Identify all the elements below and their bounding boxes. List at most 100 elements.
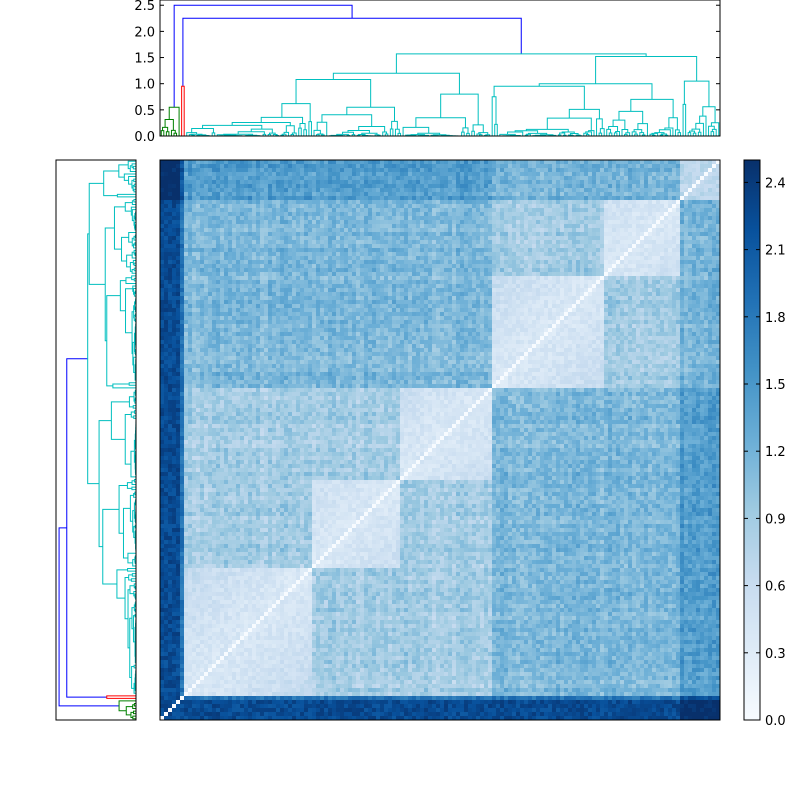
heatmap-cell	[216, 284, 221, 289]
heatmap-cell	[648, 280, 653, 285]
heatmap-cell	[668, 260, 673, 265]
heatmap-cell	[256, 280, 261, 285]
heatmap-cell	[476, 208, 481, 213]
heatmap-cell	[284, 260, 289, 265]
heatmap-cell	[232, 244, 237, 249]
heatmap-cell	[432, 180, 437, 185]
heatmap-cell	[632, 252, 637, 257]
heatmap-cell	[700, 272, 705, 277]
heatmap-cell	[204, 244, 209, 249]
heatmap-cell	[672, 212, 677, 217]
heatmap-cell	[228, 168, 233, 173]
heatmap-cell	[676, 212, 681, 217]
heatmap-cell	[332, 212, 337, 217]
heatmap-cell	[716, 220, 720, 225]
heatmap-cell	[252, 216, 257, 221]
heatmap-cell	[636, 248, 641, 253]
heatmap-cell	[260, 184, 265, 189]
heatmap-cell	[256, 200, 261, 205]
heatmap-cell	[660, 168, 665, 173]
top-link-15	[231, 121, 291, 126]
top-link-71	[342, 131, 354, 135]
heatmap-cell	[612, 240, 617, 245]
heatmap-cell	[420, 204, 425, 209]
left-link-52	[129, 585, 135, 595]
heatmap-cell	[548, 256, 553, 261]
heatmap-cell	[352, 280, 357, 285]
heatmap-cell	[176, 288, 181, 293]
heatmap-cell	[452, 200, 457, 205]
heatmap-cell	[196, 216, 201, 221]
heatmap-cell	[280, 268, 285, 273]
heatmap-cell	[604, 276, 609, 281]
heatmap-cell	[200, 220, 205, 225]
heatmap-cell	[324, 268, 329, 273]
heatmap-cell	[388, 276, 393, 281]
heatmap-cell	[420, 240, 425, 245]
heatmap-cell	[340, 184, 345, 189]
heatmap-cell	[176, 228, 181, 233]
heatmap-cell	[408, 256, 413, 261]
heatmap-cell	[376, 176, 381, 181]
heatmap-cell	[408, 160, 413, 165]
heatmap-cell	[696, 164, 701, 169]
heatmap-cell	[444, 188, 449, 193]
heatmap-cell	[440, 284, 445, 289]
heatmap-cell	[472, 272, 477, 277]
heatmap-cell	[712, 284, 717, 289]
heatmap-cell	[576, 200, 581, 205]
heatmap-cell	[160, 232, 165, 237]
heatmap-cell	[348, 252, 353, 257]
heatmap-cell	[616, 164, 621, 169]
heatmap-cell	[432, 276, 437, 281]
heatmap-cell	[480, 160, 485, 165]
heatmap-cell	[248, 172, 253, 177]
heatmap-cell	[664, 224, 669, 229]
heatmap-cell	[540, 248, 545, 253]
heatmap-cell	[516, 276, 521, 281]
heatmap-cell	[288, 212, 293, 217]
left-link-5	[133, 710, 136, 715]
heatmap-cell	[620, 192, 625, 197]
heatmap-cell	[208, 236, 213, 241]
heatmap-cell	[528, 196, 533, 201]
heatmap-cell	[492, 180, 497, 185]
heatmap-cell	[292, 180, 297, 185]
heatmap-cell	[408, 172, 413, 177]
heatmap-cell	[276, 168, 281, 173]
heatmap-cell	[660, 284, 665, 289]
heatmap-cell	[164, 160, 169, 165]
heatmap-cell	[428, 240, 433, 245]
heatmap-cell	[592, 264, 597, 269]
heatmap-cell	[252, 168, 257, 173]
heatmap-cell	[236, 172, 241, 177]
heatmap-cell	[228, 240, 233, 245]
heatmap-cell	[548, 196, 553, 201]
heatmap-cell	[204, 212, 209, 217]
heatmap-cell	[168, 184, 173, 189]
heatmap-cell	[456, 184, 461, 189]
heatmap-cell	[260, 268, 265, 273]
heatmap-cell	[328, 284, 333, 289]
heatmap-cell	[364, 268, 369, 273]
heatmap-cell	[556, 192, 561, 197]
heatmap-cell	[492, 160, 497, 165]
heatmap-cell	[396, 164, 401, 169]
left-link-27	[133, 664, 136, 669]
heatmap-cell	[532, 252, 537, 257]
heatmap-cell	[576, 212, 581, 217]
heatmap-cell	[592, 276, 597, 281]
left-link-216	[129, 165, 136, 172]
heatmap-cell	[652, 184, 657, 189]
heatmap-cell	[204, 284, 209, 289]
heatmap-cell	[272, 164, 277, 169]
heatmap-cell	[360, 172, 365, 177]
heatmap-cell	[452, 184, 457, 189]
heatmap-cell	[636, 236, 641, 241]
heatmap-cell	[400, 196, 405, 201]
top-link-122	[466, 132, 470, 136]
heatmap-cell	[660, 260, 665, 265]
heatmap-cell	[348, 200, 353, 205]
heatmap-cell	[548, 224, 553, 229]
heatmap-cell	[212, 252, 217, 257]
